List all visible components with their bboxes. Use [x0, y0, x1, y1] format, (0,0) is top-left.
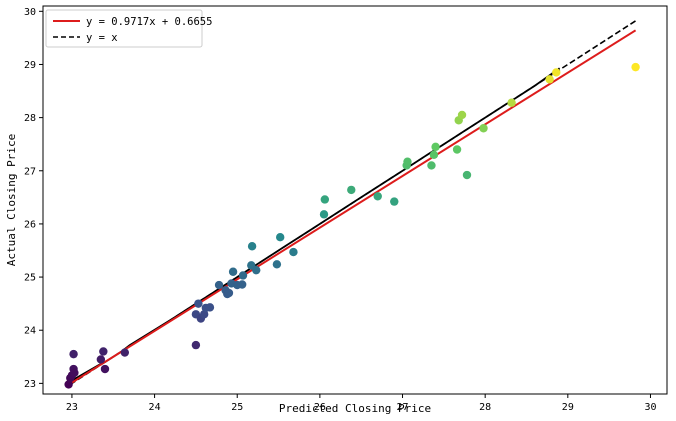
plot-background [43, 6, 667, 394]
scatter-point [247, 242, 257, 251]
scatter-point [319, 210, 329, 219]
y-tick-label: 30 [24, 7, 36, 18]
scatter-point [462, 170, 472, 180]
scatter-point [191, 340, 201, 350]
x-axis-ticks: 23 24 25 26 27 28 29 30 [66, 394, 656, 413]
scatter-point [373, 192, 382, 201]
scatter-point [205, 303, 215, 312]
scatter-point [507, 98, 516, 107]
y-tick-label: 28 [24, 113, 36, 124]
scatter-point [199, 310, 209, 319]
scatter-point [631, 62, 640, 72]
scatter-point [194, 299, 203, 308]
scatter-point [452, 145, 462, 154]
scatter-point [479, 124, 488, 133]
scatter-point [347, 185, 356, 195]
x-tick-label: 28 [479, 402, 491, 413]
scatter-point [427, 161, 436, 170]
scatter-point [289, 247, 298, 257]
scatter-point [99, 347, 108, 356]
legend-label-fit: y = 0.9717x + 0.6655 [86, 16, 212, 28]
scatter-point [276, 233, 285, 242]
scatter-point [224, 288, 234, 298]
data-points [64, 62, 640, 389]
y-tick-label: 23 [24, 379, 36, 390]
legend-label-identity: y = x [86, 32, 118, 44]
x-axis-label: Predicted Closing Price [279, 402, 431, 415]
scatter-point [69, 349, 78, 359]
scatter-point [390, 197, 399, 206]
y-tick-label: 29 [24, 60, 36, 71]
legend-box [45, 9, 203, 48]
scatter-point [120, 348, 130, 357]
y-axis-label: Actual Closing Price [5, 134, 18, 266]
scatter-point [96, 355, 106, 364]
scatter-point [545, 75, 554, 84]
x-tick-label: 27 [396, 402, 408, 413]
scatter-point [228, 267, 238, 276]
x-tick-label: 24 [149, 402, 161, 413]
y-tick-label: 26 [24, 219, 36, 230]
legend: y = 0.9717x + 0.6655 y = x [45, 9, 212, 48]
x-tick-label: 26 [314, 402, 326, 413]
plot-frame [42, 5, 668, 395]
scatter-point [100, 364, 110, 374]
y-tick-label: 27 [24, 166, 36, 177]
regression-fit-line [69, 29, 637, 385]
scatter-point [552, 68, 561, 77]
x-tick-label: 25 [231, 402, 243, 413]
scatter-point [64, 380, 73, 389]
scatter-point [429, 150, 439, 160]
scatter-point [272, 260, 282, 269]
scatter-point [403, 157, 412, 166]
x-tick-label: 23 [66, 402, 78, 413]
scatter-point [431, 142, 440, 152]
y-tick-label: 25 [24, 273, 36, 284]
scatter-point [457, 110, 467, 120]
scatter-point [320, 195, 330, 204]
scatter-point [252, 265, 261, 275]
scatter-point [70, 368, 79, 377]
scatter-point [214, 280, 224, 290]
y-tick-label: 24 [24, 326, 36, 337]
x-tick-label: 29 [562, 402, 574, 413]
scatter-point [238, 271, 248, 280]
y-axis-ticks: 23 24 25 26 27 28 29 30 [24, 7, 43, 390]
scatter-point [237, 280, 247, 289]
x-tick-label: 30 [644, 402, 656, 413]
